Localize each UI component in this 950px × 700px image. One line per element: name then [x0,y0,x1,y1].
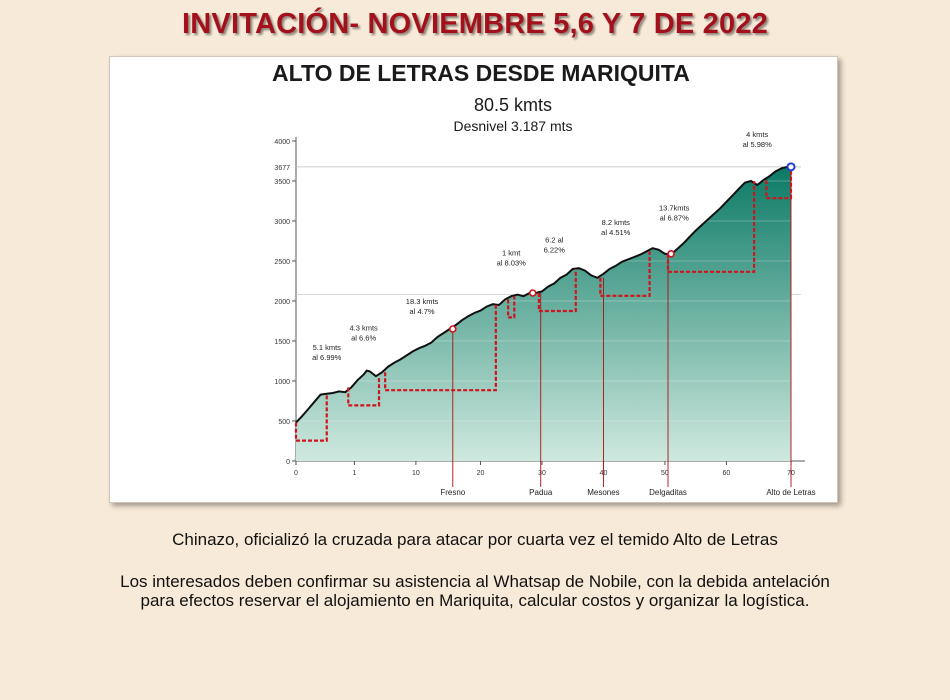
segment-bracket [666,181,756,273]
profile-area [296,166,791,462]
chart-title: ALTO DE LETRAS DESDE MARIQUITA [272,60,690,86]
segment-length-label: 4.3 kmts [349,324,378,333]
segment-bracket [507,296,516,319]
y-tick-label: 2000 [274,299,290,306]
place-label: Fresno [440,488,465,497]
segment-grade-label: al 8.03% [497,258,527,267]
y-tick-label: 2500 [274,259,290,266]
caption-instructions-line1: Los interesados deben confirmar su asist… [120,572,830,591]
place-label: Padua [529,488,553,497]
place-label: Delgaditas [649,488,687,497]
summit-marker [786,162,796,172]
segment-length-label: 4 kmts [746,130,768,139]
segment-grade-label: al 6.6% [351,334,376,343]
checkpoint-marker [667,250,675,258]
y-reference-label: 3677 [274,165,290,172]
checkpoint-marker [449,325,457,333]
segment-grade-label: al 5.98% [743,140,773,149]
chart-subtitle-desnivel: Desnivel 3.187 mts [453,118,572,134]
segment-length-label: 6.2 al [545,236,564,245]
segment-length-label: 18.3 kmts [406,297,439,306]
x-tick-label: 60 [723,470,731,477]
y-tick-label: 1500 [274,339,290,346]
caption-announcement: Chinazo, oficializó la cruzada para atac… [172,530,778,549]
x-tick-label: 1 [352,470,356,477]
segment-length-label: 8.2 kmts [602,218,631,227]
segment-grade-label: 6.22% [544,246,566,255]
segment-bracket [537,269,577,313]
y-tick-label: 1000 [274,379,290,386]
x-tick-label: 10 [412,470,420,477]
segment-bracket [294,393,328,442]
y-tick-label: 500 [278,419,290,426]
segment-grade-label: al 4.51% [601,228,631,237]
y-tick-label: 0 [286,459,290,466]
segment-length-label: 13.7kmts [659,204,690,213]
segment-bracket [599,251,651,297]
segment-bracket [765,166,793,200]
x-tick-label: 30 [538,470,546,477]
segment-grade-label: al 4.7% [410,307,435,316]
segment-bracket [384,304,497,392]
headline: INVITACIÓN- NOVIEMBRE 5,6 Y 7 DE 2022 [182,8,768,40]
segment-grade-label: al 6.99% [312,353,342,362]
x-tick-label: 0 [294,470,298,477]
chart-subtitle: 80.5 kmts [474,95,552,115]
y-tick-label: 3500 [274,179,290,186]
caption-instructions-line2: para efectos reservar el alojamiento en … [140,591,810,610]
profile-line [295,165,791,424]
chart-svg: ALTO DE LETRAS DESDE MARIQUITA 80.5 kmts… [272,60,816,497]
elevation-profile-chart: ALTO DE LETRAS DESDE MARIQUITA 80.5 kmts… [109,56,838,503]
x-tick-label: 50 [661,470,669,477]
segment-length-label: 1 kmt [502,248,521,257]
segment-length-label: 5.1 kmts [313,343,342,352]
place-label: Mesones [587,488,619,497]
x-tick-label: 20 [477,470,485,477]
segment-bracket [347,376,381,407]
place-label: Alto de Letras [766,488,815,497]
checkpoint-marker [528,289,537,297]
segment-grade-label: al 6.87% [660,214,690,223]
y-tick-label: 4000 [274,139,290,146]
y-tick-label: 3000 [274,219,290,226]
